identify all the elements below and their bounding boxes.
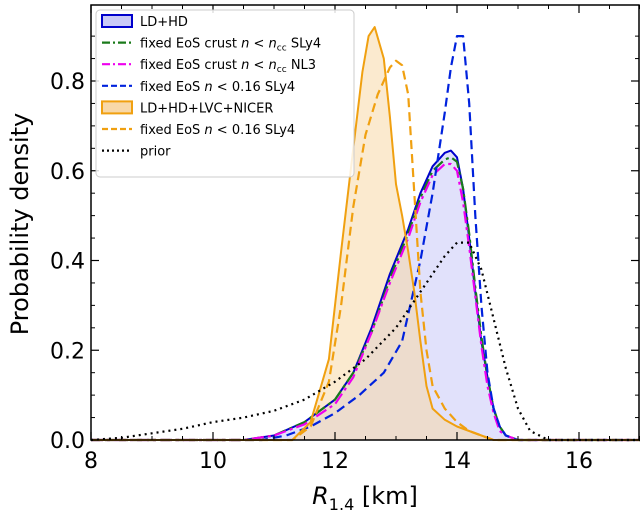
series-line-4 bbox=[91, 26, 640, 441]
series-line-2 bbox=[91, 162, 640, 442]
legend-label-text: fixed EoS crust bbox=[140, 37, 241, 52]
y-tick-label: 0.6 bbox=[50, 160, 85, 185]
legend-label-math: n bbox=[204, 80, 212, 95]
x-axis-label-unit: [km] bbox=[354, 482, 418, 510]
legend-label: fixed EoS crust n < ncc SLy4 bbox=[140, 37, 321, 54]
series-line-5 bbox=[91, 59, 640, 442]
tick-marks bbox=[90, 5, 640, 441]
x-axis-label-symbol: R bbox=[312, 482, 329, 510]
legend-label: fixed EoS n < 0.16 SLy4 bbox=[140, 123, 295, 138]
x-axis-label: R1.4 [km] bbox=[312, 482, 418, 514]
legend-label-math: n < n bbox=[241, 58, 277, 73]
legend-label-suffix: SLy4 bbox=[287, 37, 321, 52]
legend-label-suffix: NL3 bbox=[287, 58, 316, 73]
legend-label: fixed EoS n < 0.16 SLy4 bbox=[140, 80, 295, 95]
legend-frame bbox=[95, 9, 355, 178]
legend-label-subscript: cc bbox=[277, 65, 287, 75]
legend-swatch bbox=[101, 14, 133, 28]
x-tick-label: 8 bbox=[84, 449, 98, 474]
series-fills bbox=[91, 27, 640, 440]
legend-label-text: prior bbox=[140, 145, 171, 160]
legend-label-text: LD+HD bbox=[140, 15, 188, 30]
legend-label-text: LD+HD+LVC+NICER bbox=[140, 101, 273, 116]
x-tick-label: 16 bbox=[565, 449, 593, 474]
legend-label-suffix: < 0.16 SLy4 bbox=[213, 80, 296, 95]
x-tick-label: 14 bbox=[443, 449, 471, 474]
y-tick-label: 0.8 bbox=[50, 70, 85, 95]
y-tick-label: 0.4 bbox=[50, 250, 85, 275]
legend-label-math: n bbox=[204, 123, 212, 138]
x-tick-label: 10 bbox=[199, 449, 227, 474]
x-axis-label-subscript: 1.4 bbox=[329, 495, 354, 514]
x-tick-label: 12 bbox=[321, 449, 349, 474]
legend-label-text: fixed EoS bbox=[140, 80, 204, 95]
legend-label-math: n < n bbox=[241, 37, 277, 52]
legend-label-suffix: < 0.16 SLy4 bbox=[213, 123, 296, 138]
legend-label: fixed EoS crust n < ncc NL3 bbox=[140, 58, 316, 75]
legend-label: LD+HD bbox=[140, 15, 188, 30]
legend-label-subscript: cc bbox=[277, 44, 287, 54]
legend-label: LD+HD+LVC+NICER bbox=[140, 101, 273, 116]
series-lines bbox=[90, 26, 640, 442]
legend-label-text: fixed EoS crust bbox=[140, 58, 241, 73]
legend-label: prior bbox=[140, 145, 171, 160]
y-axis-label: Probability density bbox=[6, 113, 34, 336]
tick-labels: 8 10 12 14 16 0.0 0.2 0.4 0.6 0.8 bbox=[50, 70, 593, 474]
legend-swatch bbox=[101, 100, 133, 115]
series-line-3 bbox=[91, 34, 640, 442]
y-tick-label: 0.2 bbox=[50, 339, 85, 364]
series-fill-4 bbox=[91, 27, 640, 440]
y-tick-label: 0.0 bbox=[50, 429, 85, 454]
legend-label-text: fixed EoS bbox=[140, 123, 204, 138]
